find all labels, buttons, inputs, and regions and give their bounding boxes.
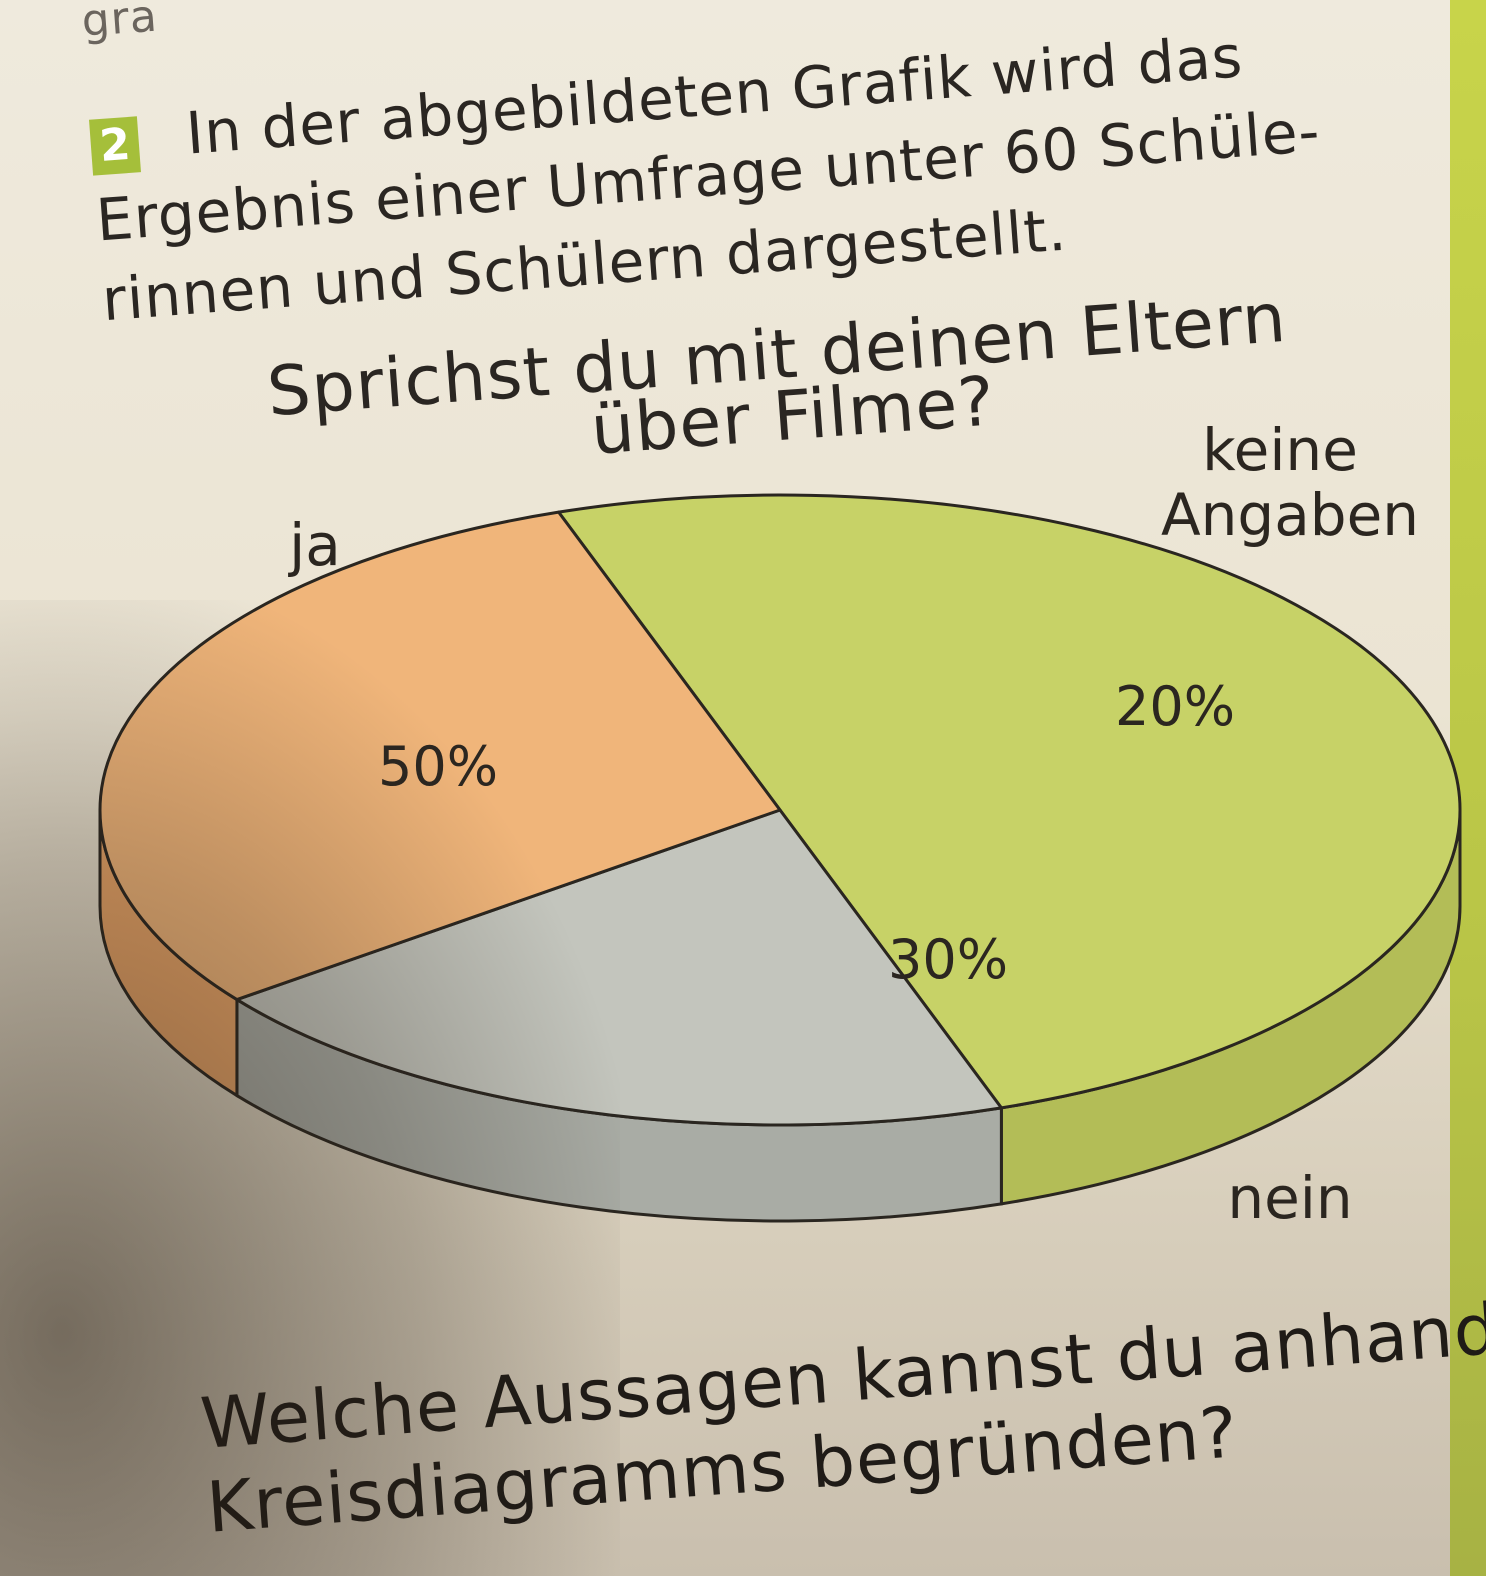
slice-category-label-keine-Angaben-1: Angaben bbox=[1161, 481, 1419, 549]
slice-value-label-ja: 50% bbox=[378, 735, 498, 798]
slice-category-label-ja-0: ja bbox=[287, 511, 341, 579]
slice-category-label-nein-0: nein bbox=[1227, 1164, 1352, 1232]
slice-value-label-nein: 30% bbox=[888, 928, 1008, 991]
pie-top-group bbox=[98, 493, 1462, 1127]
slice-value-label-keine-Angaben: 20% bbox=[1115, 675, 1235, 738]
pie-slice-ja bbox=[557, 493, 1462, 1110]
slice-category-label-keine-Angaben-0: keine bbox=[1202, 416, 1358, 484]
